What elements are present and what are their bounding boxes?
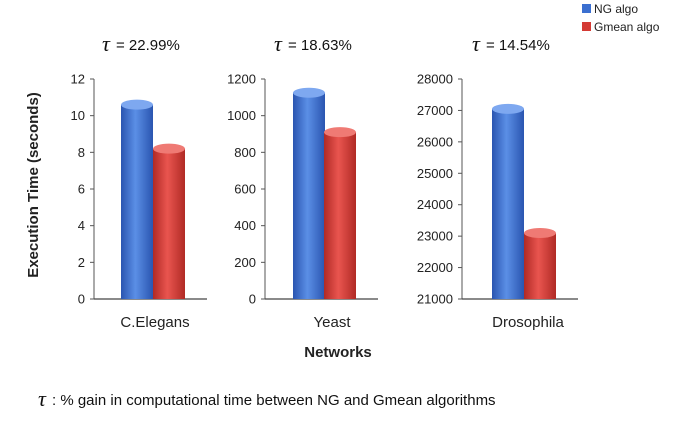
y-tick-label: 27000: [417, 103, 453, 118]
panel-yeast: 0 200 400 600 800 1000 1200 Yeast τ = 18.63%: [227, 31, 378, 331]
y-tick-label: 10: [71, 108, 85, 123]
bar-body: [492, 108, 524, 299]
gain-label: = 14.54%: [486, 37, 550, 54]
y-tick-label: 26000: [417, 134, 453, 149]
y-tick-label: 23000: [417, 229, 453, 244]
tau-symbol: τ: [102, 31, 111, 56]
y-tick-label: 600: [234, 182, 256, 197]
y-tick-label: 400: [234, 218, 256, 233]
y-tick-label: 2: [78, 255, 85, 270]
gain-label: = 22.99%: [116, 37, 180, 54]
bar-top: [524, 228, 556, 238]
bar-body: [153, 148, 185, 299]
tau-symbol: τ: [472, 31, 481, 56]
footnote-tau-symbol: τ: [38, 386, 47, 411]
gain-annotation: τ = 14.54%: [472, 31, 550, 56]
y-tick-label: 6: [78, 182, 85, 197]
y-tick-label: 28000: [417, 72, 453, 87]
legend-label-ng: NG algo: [594, 2, 638, 16]
bar-c-elegans-ng-algo: [121, 99, 153, 300]
legend: NG algo Gmean algo: [582, 2, 660, 34]
legend-swatch-gmean: [582, 22, 591, 31]
category-label: C.Elegans: [120, 314, 189, 331]
category-label: Drosophila: [492, 314, 564, 331]
bar-c-elegans-gmean-algo: [153, 143, 185, 299]
chart-panels: 0 2 4 6 8 10 12 C.Elegans τ = 22.99% 0 200 400 600 800…: [71, 31, 578, 331]
legend-label-gmean: Gmean algo: [594, 20, 660, 34]
y-tick-label: 0: [249, 292, 256, 307]
footnote-text: : % gain in computational time between N…: [52, 392, 496, 409]
bar-top: [324, 127, 356, 138]
panel-drosophila: 21000 22000 23000 24000 25000 26000 27000 28000…: [417, 31, 578, 331]
bar-top: [153, 143, 185, 154]
bar-drosophila-ng-algo: [492, 103, 524, 299]
y-tick-label: 12: [71, 72, 85, 87]
y-tick-label: 4: [78, 218, 85, 233]
y-tick-label: 1200: [227, 72, 256, 87]
y-tick-label: 0: [78, 292, 85, 307]
legend-swatch-ng: [582, 4, 591, 13]
bar-drosophila-gmean-algo: [524, 228, 556, 299]
bar-body: [121, 104, 153, 300]
bar-top: [492, 103, 524, 114]
y-tick-label: 22000: [417, 260, 453, 275]
y-tick-label: 1000: [227, 108, 256, 123]
y-tick-label: 25000: [417, 166, 453, 181]
gain-annotation: τ = 22.99%: [102, 31, 180, 56]
gain-annotation: τ = 18.63%: [274, 31, 352, 56]
y-axis-title: Execution Time (seconds): [25, 92, 42, 278]
y-tick-label: 21000: [417, 292, 453, 307]
bar-top: [293, 87, 325, 98]
tau-symbol: τ: [274, 31, 283, 56]
y-tick-label: 24000: [417, 197, 453, 212]
bar-yeast-gmean-algo: [324, 127, 356, 299]
panel-c-elegans: 0 2 4 6 8 10 12 C.Elegans τ = 22.99%: [71, 31, 207, 331]
bar-yeast-ng-algo: [293, 87, 325, 299]
bar-body: [324, 132, 356, 299]
bar-top: [121, 99, 153, 110]
bar-body: [293, 92, 325, 299]
bar-body: [524, 233, 556, 299]
gain-label: = 18.63%: [288, 37, 352, 54]
category-label: Yeast: [314, 314, 352, 331]
y-tick-label: 200: [234, 255, 256, 270]
footnote: τ : % gain in computational time between…: [38, 386, 496, 411]
x-axis-title: Networks: [304, 344, 372, 361]
y-tick-label: 800: [234, 145, 256, 160]
y-tick-label: 8: [78, 145, 85, 160]
